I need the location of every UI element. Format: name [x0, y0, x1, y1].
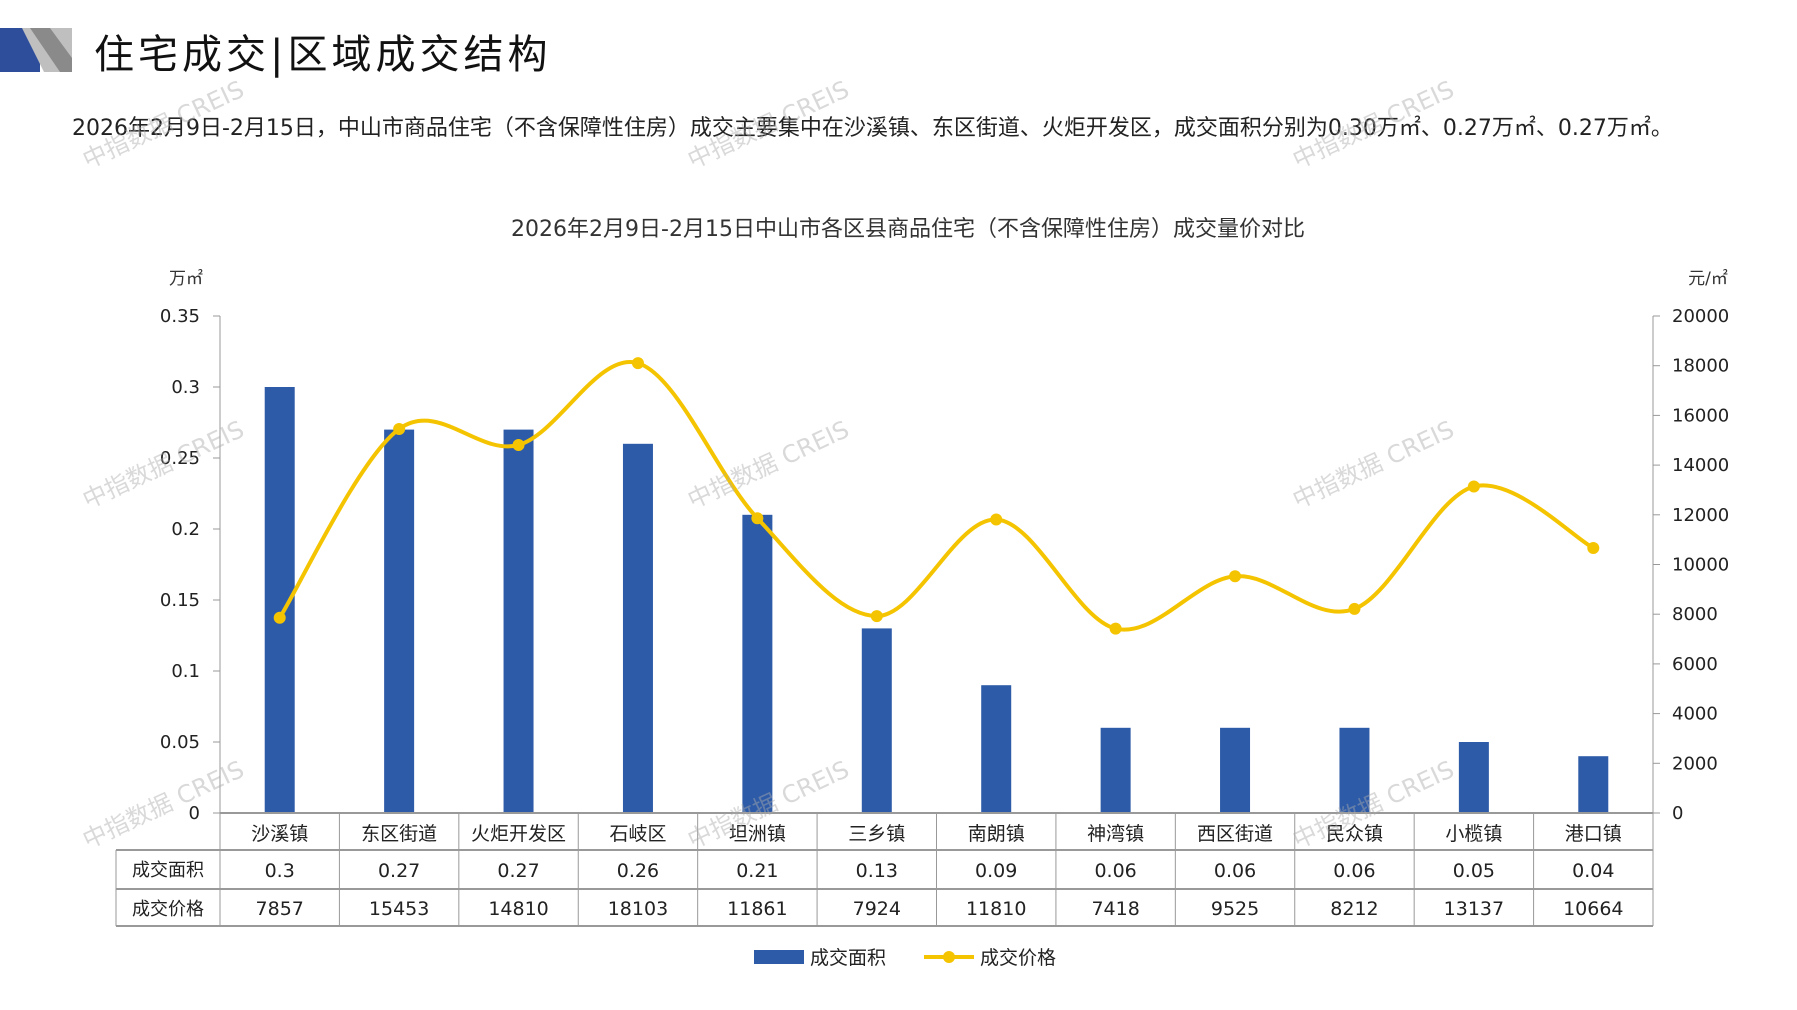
page-title: 住宅成交|区域成交结构: [94, 32, 552, 78]
left-tick-label: 0.35: [160, 306, 200, 327]
bar-坦洲镇: [742, 514, 773, 813]
price-value: 11861: [727, 898, 787, 920]
area-value: 0.06: [1214, 860, 1256, 882]
right-tick-label: 4000: [1672, 704, 1718, 725]
right-tick-label: 16000: [1672, 405, 1729, 426]
header-logo: [0, 28, 72, 72]
legend-label-price: 成交价格: [980, 947, 1056, 969]
bar-神湾镇: [1100, 727, 1131, 813]
price-value: 7857: [256, 898, 304, 920]
area-value: 0.13: [856, 860, 898, 882]
price-point-石岐区: [631, 357, 644, 370]
left-tick-label: 0.15: [160, 590, 200, 611]
category-label: 港口镇: [1565, 823, 1622, 845]
price-value: 13137: [1444, 898, 1504, 920]
left-axis-unit: 万㎡: [169, 269, 203, 289]
category-label: 民众镇: [1326, 823, 1383, 845]
right-tick-label: 0: [1672, 803, 1683, 824]
area-value: 0.04: [1572, 860, 1614, 882]
row-header-price: 成交价格: [132, 899, 204, 920]
bar-石岐区: [622, 443, 653, 813]
price-value: 11810: [966, 898, 1026, 920]
legend-swatch-area: [754, 950, 804, 964]
price-line: [278, 359, 1595, 632]
price-point-东区街道: [393, 422, 406, 435]
price-value: 18103: [608, 898, 668, 920]
area-value: 0.06: [1094, 860, 1136, 882]
category-label: 东区街道: [361, 823, 437, 845]
area-value: 0.3: [265, 860, 295, 882]
right-tick-label: 6000: [1672, 654, 1718, 675]
price-point-火炬开发区: [512, 438, 525, 451]
legend-marker-price: [943, 951, 955, 963]
bar-东区街道: [384, 429, 415, 813]
right-tick-label: 12000: [1672, 505, 1729, 526]
price-point-民众镇: [1348, 602, 1361, 615]
bar-民众镇: [1339, 727, 1370, 813]
right-tick-label: 20000: [1672, 306, 1729, 327]
left-tick-label: 0.3: [171, 377, 200, 398]
row-header-area: 成交面积: [132, 860, 204, 881]
bar-西区街道: [1220, 727, 1251, 813]
area-value: 0.26: [617, 860, 659, 882]
category-label: 南朗镇: [968, 823, 1025, 845]
category-label: 火炬开发区: [471, 823, 566, 845]
price-point-西区街道: [1229, 570, 1242, 583]
category-label: 三乡镇: [848, 823, 905, 845]
legend-label-area: 成交面积: [810, 947, 886, 969]
category-label: 坦洲镇: [729, 823, 786, 845]
price-point-神湾镇: [1109, 622, 1122, 635]
category-label: 沙溪镇: [251, 823, 308, 845]
bar-小榄镇: [1458, 742, 1489, 813]
price-point-南朗镇: [990, 513, 1003, 526]
category-label: 西区街道: [1197, 823, 1273, 845]
price-point-小榄镇: [1467, 480, 1480, 493]
category-label: 神湾镇: [1087, 823, 1144, 845]
price-value: 9525: [1211, 898, 1259, 920]
price-value: 8212: [1330, 898, 1378, 920]
price-value: 14810: [488, 898, 548, 920]
bar-三乡镇: [861, 628, 892, 813]
price-point-三乡镇: [870, 610, 883, 623]
price-point-沙溪镇: [273, 611, 286, 624]
right-tick-label: 18000: [1672, 356, 1729, 377]
left-tick-label: 0.25: [160, 448, 200, 469]
right-tick-label: 2000: [1672, 753, 1718, 774]
chart-title: 2026年2月9日-2月15日中山市各区县商品住宅（不含保障性住房）成交量价对比: [511, 217, 1305, 242]
right-tick-label: 8000: [1672, 604, 1718, 625]
right-tick-label: 14000: [1672, 455, 1729, 476]
right-tick-label: 10000: [1672, 555, 1729, 576]
area-value: 0.21: [736, 860, 778, 882]
area-value: 0.09: [975, 860, 1017, 882]
area-value: 0.27: [378, 860, 420, 882]
price-value: 7924: [853, 898, 901, 920]
left-tick-label: 0.05: [160, 732, 200, 753]
bar-南朗镇: [981, 685, 1012, 813]
category-label: 小榄镇: [1445, 823, 1502, 845]
left-tick-label: 0.1: [171, 661, 200, 682]
bar-火炬开发区: [503, 429, 534, 813]
left-tick-label: 0.2: [171, 519, 200, 540]
price-value: 15453: [369, 898, 429, 920]
category-label: 石岐区: [609, 823, 666, 845]
area-value: 0.06: [1333, 860, 1375, 882]
summary-text: 2026年2月9日-2月15日，中山市商品住宅（不含保障性住房）成交主要集中在沙…: [72, 116, 1673, 141]
price-value: 10664: [1563, 898, 1623, 920]
area-value: 0.05: [1453, 860, 1495, 882]
left-tick-label: 0: [189, 803, 200, 824]
price-point-港口镇: [1587, 541, 1600, 554]
area-value: 0.27: [497, 860, 539, 882]
price-point-坦洲镇: [751, 512, 764, 525]
right-axis-unit: 元/㎡: [1688, 269, 1728, 289]
bar-港口镇: [1578, 756, 1609, 813]
price-value: 7418: [1091, 898, 1139, 920]
